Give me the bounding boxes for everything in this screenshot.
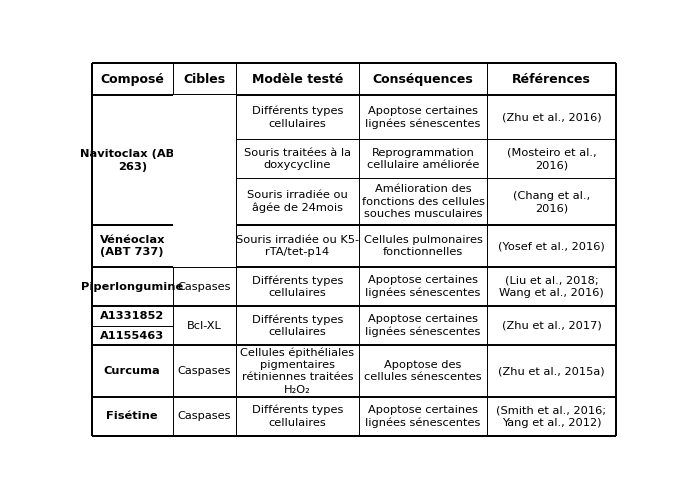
Text: Apoptose certaines
lignées sénescentes: Apoptose certaines lignées sénescentes xyxy=(366,314,481,337)
Text: Différents types
cellulaires: Différents types cellulaires xyxy=(252,106,343,129)
Text: Piperlongumine: Piperlongumine xyxy=(81,282,184,291)
Text: Modèle testé: Modèle testé xyxy=(252,73,343,86)
Text: Vénéoclax
(ABT 737): Vénéoclax (ABT 737) xyxy=(99,235,165,257)
Text: Apoptose certaines
lignées sénescentes: Apoptose certaines lignées sénescentes xyxy=(366,275,481,298)
Text: (Smith et al., 2016;
Yang et al., 2012): (Smith et al., 2016; Yang et al., 2012) xyxy=(496,405,607,427)
Bar xyxy=(172,224,236,226)
Text: Différents types
cellulaires: Différents types cellulaires xyxy=(252,405,343,428)
Text: (Chang et al.,
2016): (Chang et al., 2016) xyxy=(513,191,590,213)
Text: Caspases: Caspases xyxy=(177,366,231,376)
Text: Reprogrammation
cellulaire améliorée: Reprogrammation cellulaire améliorée xyxy=(367,148,480,170)
Text: Différents types
cellulaires: Différents types cellulaires xyxy=(252,314,343,337)
Text: Caspases: Caspases xyxy=(177,282,231,291)
Text: A1331852: A1331852 xyxy=(100,311,164,321)
Text: Différents types
cellulaires: Différents types cellulaires xyxy=(252,275,343,298)
Text: Cellules épithéliales
pigmentaires
rétiniennes traitées
H₂O₂: Cellules épithéliales pigmentaires rétin… xyxy=(240,347,355,395)
Text: Fisétine: Fisétine xyxy=(106,412,158,421)
Text: Amélioration des
fonctions des cellules
souches musculaires: Amélioration des fonctions des cellules … xyxy=(362,184,484,219)
Text: Caspases: Caspases xyxy=(177,412,231,421)
Text: (Zhu et al., 2017): (Zhu et al., 2017) xyxy=(502,321,601,331)
Text: Composé: Composé xyxy=(100,73,164,86)
Text: Références: Références xyxy=(512,73,591,86)
Text: A1155463: A1155463 xyxy=(100,330,164,340)
Text: (Mosteiro et al.,
2016): (Mosteiro et al., 2016) xyxy=(506,148,596,170)
Text: Souris irradiée ou
âgée de 24mois: Souris irradiée ou âgée de 24mois xyxy=(247,190,348,213)
Text: Cellules pulmonaires
fonctionnelles: Cellules pulmonaires fonctionnelles xyxy=(364,235,482,257)
Text: Bcl2/Bcl-XL: Bcl2/Bcl-XL xyxy=(172,176,236,186)
Text: (Zhu et al., 2015a): (Zhu et al., 2015a) xyxy=(498,366,604,376)
Text: Curcuma: Curcuma xyxy=(104,366,161,376)
Text: Conséquences: Conséquences xyxy=(373,73,473,86)
Text: Bcl2/Bcl-XL: Bcl2/Bcl-XL xyxy=(172,155,236,165)
Text: Souris traitées à la
doxycycline: Souris traitées à la doxycycline xyxy=(244,148,351,170)
Text: Souris irradiée ou K5-
rTA/tet-p14: Souris irradiée ou K5- rTA/tet-p14 xyxy=(236,235,359,257)
Text: Navitoclax (ABT-
263): Navitoclax (ABT- 263) xyxy=(79,149,185,171)
Text: Apoptose certaines
lignées sénescentes: Apoptose certaines lignées sénescentes xyxy=(366,405,481,428)
Bar xyxy=(172,95,236,267)
Text: Apoptose certaines
lignées sénescentes: Apoptose certaines lignées sénescentes xyxy=(366,106,481,129)
Text: (Liu et al., 2018;
Wang et al., 2016): (Liu et al., 2018; Wang et al., 2016) xyxy=(499,276,604,298)
Text: Apoptose des
cellules sénescentes: Apoptose des cellules sénescentes xyxy=(364,360,482,382)
Text: Cibles: Cibles xyxy=(184,73,226,86)
Text: Bcl-XL: Bcl-XL xyxy=(187,321,221,331)
Text: (Yosef et al., 2016): (Yosef et al., 2016) xyxy=(498,241,605,251)
Text: (Zhu et al., 2016): (Zhu et al., 2016) xyxy=(502,113,601,123)
